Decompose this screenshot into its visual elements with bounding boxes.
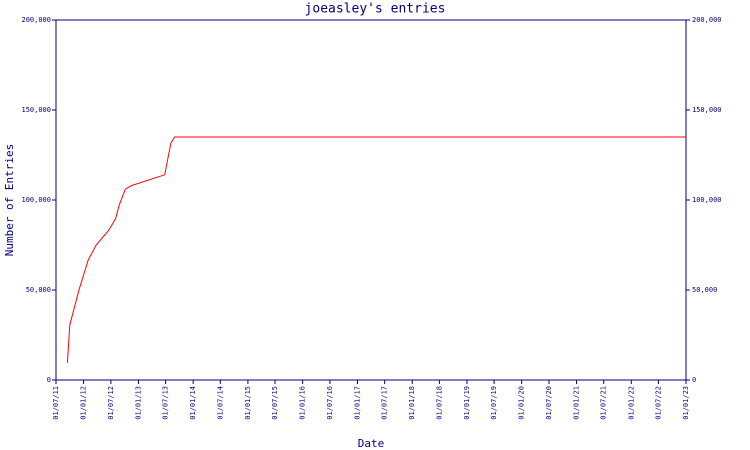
y2-tick-label: 50,000: [692, 286, 717, 294]
y-tick-label: 0: [47, 376, 51, 384]
y-tick-label: 200,000: [21, 16, 51, 24]
x-tick-label: 01/01/23: [682, 386, 690, 420]
x-tick-label: 01/01/19: [463, 386, 471, 420]
x-tick-label: 01/07/16: [326, 386, 334, 420]
x-tick-label: 01/01/15: [244, 386, 252, 420]
x-tick-label: 01/07/22: [654, 386, 662, 420]
x-axis-label: Date: [358, 437, 385, 450]
x-tick-label: 01/07/12: [107, 386, 115, 420]
y2-tick-label: 100,000: [692, 196, 722, 204]
data-line: [66, 136, 686, 363]
y-axis-label: Number of Entries: [3, 144, 16, 257]
x-tick-label: 01/01/12: [80, 386, 88, 420]
x-tick-label: 01/07/19: [490, 386, 498, 420]
y2-tick-label: 0: [692, 376, 696, 384]
x-tick-label: 01/01/17: [354, 386, 362, 420]
x-tick-label: 01/01/14: [189, 386, 197, 420]
y-tick-label: 50,000: [26, 286, 51, 294]
x-tick-label: 01/07/18: [435, 386, 443, 420]
x-tick-label: 01/07/14: [216, 386, 224, 420]
x-tick-label: 01/01/22: [627, 386, 635, 420]
x-tick-label: 01/01/20: [518, 386, 526, 420]
x-tick-label: 01/07/13: [162, 386, 170, 420]
x-tick-label: 01/01/16: [299, 386, 307, 420]
x-tick-label: 01/07/11: [52, 386, 60, 420]
x-tick-label: 01/07/17: [381, 386, 389, 420]
chart-title: joeasley's entries: [305, 2, 446, 17]
x-tick-label: 01/07/21: [600, 386, 608, 420]
y-tick-label: 100,000: [21, 196, 51, 204]
y-tick-label: 150,000: [21, 106, 51, 114]
x-tick-label: 01/01/21: [573, 386, 581, 420]
x-tick-label: 01/01/18: [408, 386, 416, 420]
y2-tick-label: 150,000: [692, 106, 722, 114]
x-tick-label: 01/01/13: [134, 386, 142, 420]
x-tick-label: 01/07/20: [545, 386, 553, 420]
y2-tick-label: 200,000: [692, 16, 722, 24]
x-tick-label: 01/07/15: [271, 386, 279, 420]
